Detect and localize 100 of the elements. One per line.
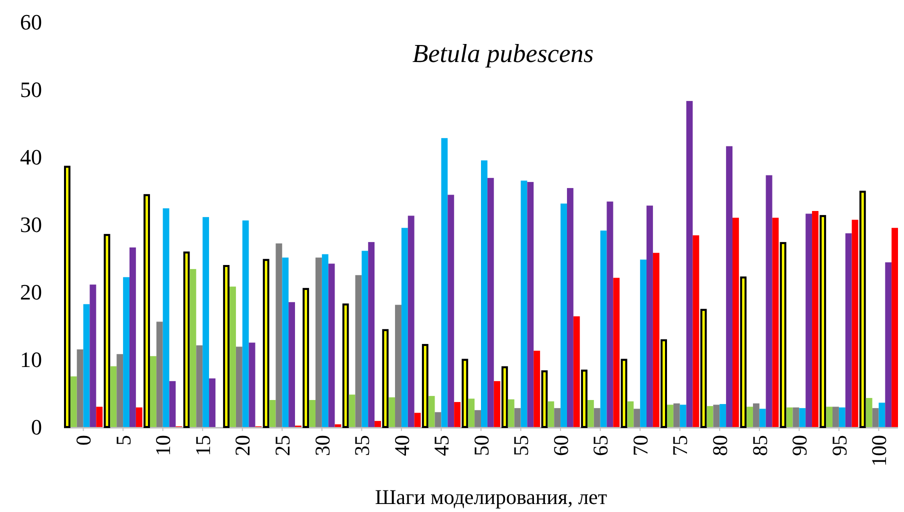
bar (116, 354, 124, 427)
bar (666, 404, 674, 427)
x-tick-label: 75 (668, 435, 692, 456)
bar (70, 376, 77, 427)
bar (600, 230, 607, 427)
bar (514, 408, 521, 427)
bar (673, 403, 680, 427)
bar (342, 303, 349, 428)
bar (859, 190, 866, 428)
x-tick-label: 85 (748, 435, 772, 456)
bar (627, 401, 634, 427)
bar (838, 407, 846, 427)
bar (162, 208, 170, 427)
bar (309, 400, 316, 427)
x-tick-label: 30 (310, 435, 334, 456)
bar (812, 211, 818, 427)
bar (646, 206, 653, 427)
bar (348, 394, 356, 427)
x-axis-title: Шаги моделирования, лет (374, 485, 608, 509)
bar (652, 252, 660, 427)
bar (129, 247, 136, 427)
bar (885, 262, 892, 427)
bar (414, 412, 421, 427)
bar (454, 402, 461, 427)
bar (90, 284, 96, 427)
text: Betula pubescens (412, 39, 594, 68)
bar (820, 215, 826, 428)
bar (468, 398, 475, 427)
bar (573, 316, 580, 427)
x-tick-label: 50 (469, 435, 494, 456)
bar (401, 228, 408, 427)
bar (548, 401, 554, 427)
bar (892, 228, 898, 427)
bar (534, 350, 540, 427)
x-tick-label: 25 (270, 435, 294, 456)
bar (494, 381, 500, 427)
bar (169, 381, 176, 427)
bar (501, 366, 508, 428)
bar (792, 407, 800, 427)
y-tick-label: 10 (20, 347, 42, 372)
bar (554, 408, 561, 427)
bar (328, 264, 335, 427)
bar (269, 400, 276, 427)
bar (872, 408, 879, 427)
bar (845, 233, 852, 427)
x-tick-label: 65 (588, 435, 613, 456)
bar (686, 100, 693, 427)
bar (746, 406, 753, 427)
bar (634, 408, 640, 427)
bar (434, 412, 442, 427)
bar (315, 258, 322, 427)
bar (96, 406, 103, 427)
bar (786, 407, 793, 427)
bar (374, 420, 381, 427)
x-tick-label: 35 (350, 435, 374, 456)
bar (772, 218, 779, 427)
y-tick-label: 60 (20, 10, 42, 35)
bar (581, 370, 588, 428)
bar (606, 202, 614, 427)
bar (780, 242, 786, 428)
bar (706, 406, 714, 427)
x-tick-label: 10 (151, 435, 176, 456)
bar (613, 278, 620, 427)
bar (448, 194, 454, 427)
bar (209, 378, 216, 427)
bar (183, 252, 190, 428)
x-tick-label: 55 (509, 435, 534, 456)
bar (508, 399, 514, 427)
bar (76, 349, 84, 427)
y-tick-label: 40 (20, 144, 42, 170)
bar (382, 329, 389, 428)
bar (766, 175, 772, 427)
bar (852, 220, 858, 427)
bar (104, 234, 110, 428)
bar (560, 204, 567, 427)
bar (587, 400, 594, 427)
bar (474, 410, 481, 427)
x-tick-label: 100 (867, 435, 892, 466)
bar (368, 242, 375, 427)
bar (660, 339, 667, 428)
x-tick-label: 95 (827, 435, 852, 456)
bar (620, 358, 628, 428)
y-tick-label: 30 (20, 212, 42, 238)
bar (144, 194, 150, 428)
x-tick-label: 0 (72, 435, 96, 446)
bar (288, 302, 296, 427)
bar (236, 346, 242, 427)
bar (302, 288, 310, 428)
bar (832, 406, 839, 427)
x-tick-label: 20 (230, 435, 255, 456)
bar (64, 166, 70, 428)
bar (110, 366, 117, 427)
bar (276, 243, 282, 427)
bar (248, 342, 256, 427)
bar (527, 182, 534, 427)
bar (150, 356, 156, 427)
bar (196, 345, 203, 427)
bar (752, 403, 760, 427)
bar (487, 178, 494, 427)
bar (282, 258, 289, 427)
